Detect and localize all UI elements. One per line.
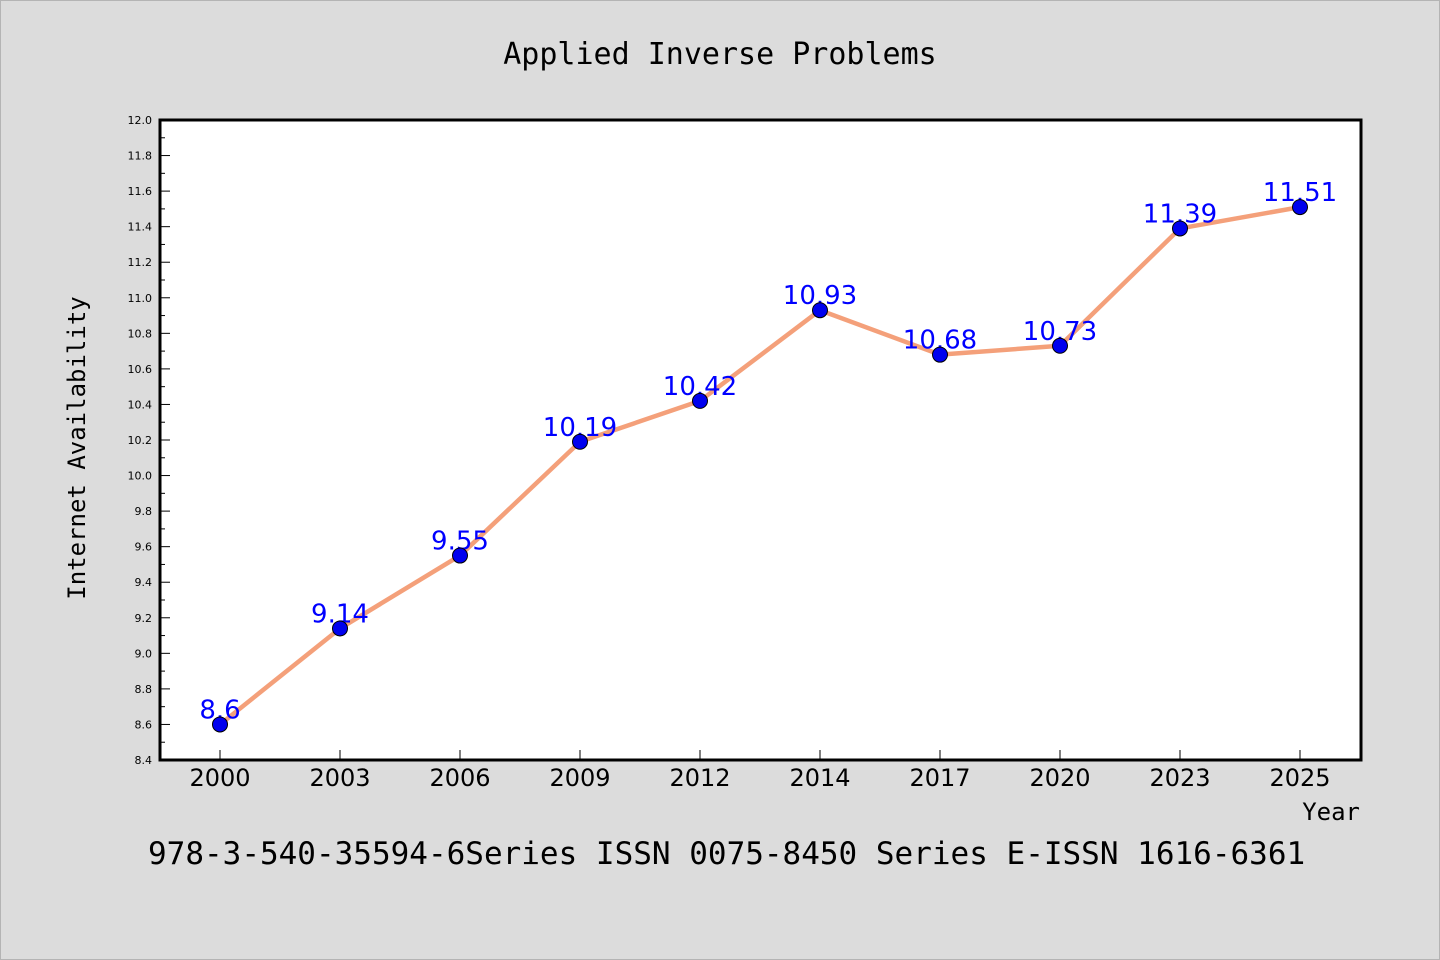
data-point	[572, 433, 588, 450]
data-point	[1052, 337, 1068, 354]
y-tick-label: 11.0	[128, 292, 153, 305]
x-tick-label: 2020	[1029, 764, 1090, 792]
plot-area	[160, 120, 1361, 760]
data-point	[692, 392, 708, 409]
y-tick-label: 9.4	[135, 576, 153, 589]
y-tick-label: 11.6	[128, 185, 153, 198]
y-tick-label: 10.8	[128, 327, 153, 340]
y-tick-label: 9.8	[135, 505, 153, 518]
chart-title: Applied Inverse Problems	[503, 37, 936, 72]
y-tick-label: 10.2	[128, 434, 153, 447]
data-point	[932, 346, 948, 363]
y-tick-label: 9.6	[135, 541, 153, 554]
x-tick-label: 2025	[1269, 764, 1330, 792]
y-tick-label: 10.6	[128, 363, 153, 376]
x-tick-label: 2017	[909, 764, 970, 792]
data-point	[212, 716, 228, 733]
y-tick-label: 9.2	[135, 612, 153, 625]
y-tick-label: 11.8	[128, 150, 153, 163]
y-tick-label: 10.0	[128, 470, 153, 483]
y-tick-label: 11.4	[128, 221, 153, 234]
x-tick-label: 2023	[1149, 764, 1210, 792]
y-tick-label: 8.6	[135, 718, 153, 731]
plot-frame	[158, 118, 1363, 762]
data-point	[1292, 199, 1308, 216]
x-tick-label: 2014	[789, 764, 850, 792]
y-tick-label: 11.2	[128, 256, 153, 269]
data-point	[1172, 220, 1188, 237]
y-axis-label: Internet Availability	[63, 296, 91, 599]
y-tick-label: 10.4	[128, 398, 153, 411]
y-tick-label: 8.8	[135, 683, 153, 696]
footer-isbn-text: 978-3-540-35594-6Series ISSN 0075-8450 S…	[148, 836, 1305, 872]
x-tick-label: 2012	[669, 764, 730, 792]
x-tick-label: 2000	[189, 764, 250, 792]
y-tick-label: 12.0	[128, 114, 153, 127]
data-point	[452, 547, 468, 564]
series-line	[218, 204, 1301, 727]
x-axis-label: Year	[1302, 798, 1360, 826]
x-tick-label: 2009	[549, 764, 610, 792]
y-tick-label: 8.4	[135, 754, 153, 767]
y-tick-label: 9.0	[135, 647, 153, 660]
x-tick-label: 2003	[309, 764, 370, 792]
x-tick-label: 2006	[429, 764, 490, 792]
axis-ticks: 8.4 8.6 8.8 9.0 9.2 9.4 9.6 9.8 10.0 10.2 10.4 10.6…	[128, 114, 1331, 792]
data-point	[812, 302, 828, 319]
data-point	[332, 620, 348, 637]
